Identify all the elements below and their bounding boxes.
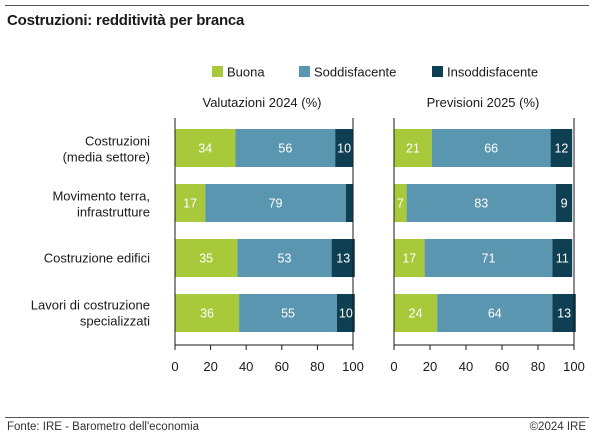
data-label-panel2-cat1-soddisfacente: 66 xyxy=(484,142,498,156)
data-label-panel1-cat2-soddisfacente: 79 xyxy=(269,197,283,211)
data-label-panel2-cat2-soddisfacente: 83 xyxy=(474,197,488,211)
bar-panel2-cat4-insoddisfacente xyxy=(552,294,576,332)
data-label-panel1-cat1-buona: 34 xyxy=(198,142,212,156)
data-label-panel2-cat2-insoddisfacente: 9 xyxy=(561,197,568,211)
data-label-panel1-cat3-buona: 35 xyxy=(199,252,213,266)
x-tick-label-1-20: 20 xyxy=(203,359,217,374)
legend-swatch-1 xyxy=(212,66,223,77)
bar-panel1-cat3-buona xyxy=(175,239,238,277)
data-label-panel1-cat1-insoddisfacente: 10 xyxy=(337,142,351,156)
bar-panel2-cat3-buona xyxy=(394,239,425,277)
data-label-panel2-cat1-insoddisfacente: 12 xyxy=(554,142,568,156)
legend-swatch-3 xyxy=(432,66,443,77)
data-label-panel1-cat3-insoddisfacente: 13 xyxy=(336,252,350,266)
category-label-2-line-2: infrastrutture xyxy=(77,205,150,220)
bar-panel2-cat4-buona xyxy=(394,294,438,332)
top-divider xyxy=(5,5,589,6)
data-label-panel2-cat4-insoddisfacente: 13 xyxy=(557,307,571,321)
legend-label-1: Buona xyxy=(227,65,265,80)
bar-panel1-cat2-buona xyxy=(175,184,206,222)
data-label-panel2-cat2-buona: 7 xyxy=(397,197,404,211)
data-label-panel2-cat3-buona: 17 xyxy=(402,252,416,266)
category-label-3: Costruzione edifici xyxy=(44,251,150,266)
category-label-4-line-1: Lavori di costruzione xyxy=(31,298,150,313)
data-label-panel1-cat4-insoddisfacente: 10 xyxy=(339,307,353,321)
bar-panel2-cat4-soddisfacente xyxy=(437,294,553,332)
legend-swatch-2 xyxy=(299,66,310,77)
category-label-1-line-2: (media settore) xyxy=(63,150,150,165)
category-label-4-line-2: specializzati xyxy=(80,314,150,329)
x-tick-label-2-80: 80 xyxy=(531,359,545,374)
data-label-panel1-cat4-buona: 36 xyxy=(200,307,214,321)
source-note: Fonte: IRE - Barometro dell'economia xyxy=(7,421,200,433)
bar-panel1-cat4-insoddisfacente xyxy=(336,294,355,332)
category-label-2-line-1: Movimento terra, xyxy=(52,189,150,204)
bar-panel2-cat1-buona xyxy=(394,129,432,167)
data-label-panel1-cat1-soddisfacente: 56 xyxy=(278,142,292,156)
bar-panel1-cat4-buona xyxy=(175,294,240,332)
x-tick-label-2-60: 60 xyxy=(495,359,509,374)
bar-panel1-cat1-soddisfacente xyxy=(235,129,336,167)
data-label-panel1-cat2-buona: 17 xyxy=(183,197,197,211)
bar-panel2-cat3-soddisfacente xyxy=(424,239,553,277)
data-label-panel1-cat4-soddisfacente: 55 xyxy=(281,307,295,321)
data-label-panel2-cat4-buona: 24 xyxy=(409,307,423,321)
x-tick-label-1-0: 0 xyxy=(171,359,178,374)
panel-title-1: Valutazioni 2024 (%) xyxy=(203,95,322,110)
bar-panel2-cat2-buona xyxy=(394,184,407,222)
x-tick-label-2-20: 20 xyxy=(423,359,437,374)
bottom-divider xyxy=(5,417,589,418)
data-label-panel1-cat3-soddisfacente: 53 xyxy=(278,252,292,266)
bar-panel2-cat2-insoddisfacente xyxy=(556,184,573,222)
data-label-panel2-cat4-soddisfacente: 64 xyxy=(488,307,502,321)
copyright-note: ©2024 IRE xyxy=(529,421,586,433)
legend-label-3: Insoddisfacente xyxy=(447,65,538,80)
x-tick-label-1-80: 80 xyxy=(310,359,324,374)
legend-label-2: Soddisfacente xyxy=(314,65,396,80)
bar-panel1-cat3-soddisfacente xyxy=(237,239,332,277)
x-tick-label-2-100: 100 xyxy=(563,359,585,374)
bar-panel1-cat3-insoddisfacente xyxy=(331,239,355,277)
x-tick-label-1-100: 100 xyxy=(342,359,364,374)
bar-panel1-cat2-soddisfacente xyxy=(205,184,346,222)
bar-panel2-cat3-insoddisfacente xyxy=(552,239,573,277)
data-label-panel2-cat3-soddisfacente: 71 xyxy=(482,252,496,266)
bar-panel1-cat1-buona xyxy=(175,129,236,167)
panel-title-2: Previsioni 2025 (%) xyxy=(427,95,540,110)
bar-panel2-cat1-soddisfacente xyxy=(431,129,551,167)
x-tick-label-2-0: 0 xyxy=(390,359,397,374)
data-label-panel2-cat1-buona: 21 xyxy=(406,142,420,156)
x-tick-label-1-40: 40 xyxy=(239,359,253,374)
chart-title: Costruzioni: redditività per branca xyxy=(7,12,245,29)
bar-panel2-cat2-soddisfacente xyxy=(406,184,556,222)
data-label-panel2-cat3-insoddisfacente: 11 xyxy=(556,252,569,266)
x-tick-label-1-60: 60 xyxy=(275,359,289,374)
x-tick-label-2-40: 40 xyxy=(459,359,473,374)
bar-panel1-cat4-soddisfacente xyxy=(239,294,337,332)
bar-panel2-cat1-insoddisfacente xyxy=(550,129,573,167)
category-label-1-line-1: Costruzioni xyxy=(85,134,150,149)
bar-panel1-cat1-insoddisfacente xyxy=(335,129,353,167)
bar-panel1-cat2-insoddisfacente xyxy=(345,184,353,222)
